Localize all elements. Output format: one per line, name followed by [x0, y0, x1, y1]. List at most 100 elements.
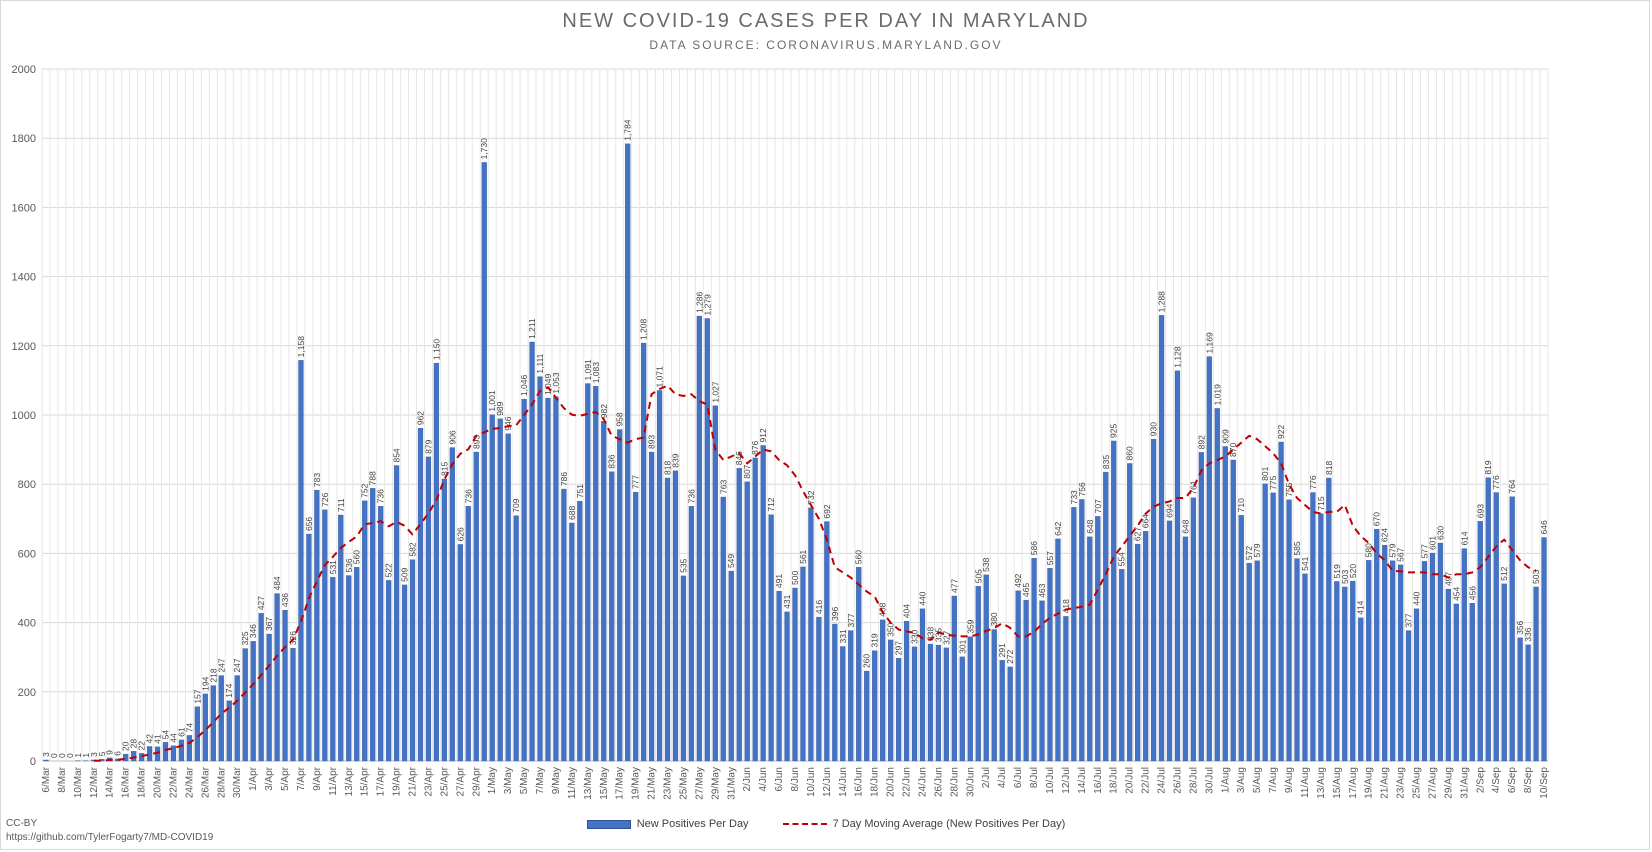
bar-data-label: 554	[1117, 552, 1127, 566]
bar	[975, 586, 981, 762]
bar-data-label: 408	[878, 602, 888, 616]
x-axis-tick-labels: 6/Mar 8/Mar 10/Mar 12/Mar 14/Mar 16/Mar 18/Mar…	[41, 766, 1550, 799]
bar-data-label: 712	[766, 497, 776, 511]
bar	[1007, 666, 1013, 762]
x-tick-label: 6/Jun	[774, 767, 785, 791]
bar-data-label: 3	[41, 752, 51, 757]
bar-data-label: 247	[232, 658, 242, 672]
bar-data-label: 1,083	[591, 362, 601, 384]
x-tick-label: 28/Mar	[216, 766, 227, 798]
x-tick-label: 5/May	[519, 767, 530, 794]
bar	[1230, 459, 1236, 762]
y-tick-label: 2000	[12, 64, 36, 76]
bar-data-label: 1,027	[710, 381, 720, 403]
bar-data-label: 879	[423, 439, 433, 453]
y-tick-label: 1600	[12, 202, 36, 214]
bar	[1222, 446, 1228, 762]
bar-data-label: 1,279	[702, 294, 712, 316]
bar-data-label: 465	[1021, 583, 1031, 597]
bar	[1421, 561, 1428, 762]
bar-data-label: 218	[208, 668, 218, 682]
legend: New Positives Per Day 7 Day Moving Avera…	[0, 818, 1652, 830]
bar-data-label: 535	[678, 558, 688, 572]
bar-data-label: 763	[718, 480, 728, 494]
bar-data-label: 709	[511, 498, 521, 512]
x-tick-label: 10/Jul	[1045, 767, 1056, 794]
bar-data-label: 560	[854, 550, 864, 564]
bar-data-label: 431	[782, 594, 792, 608]
bar-data-label: 893	[647, 435, 657, 449]
bar	[1190, 497, 1197, 762]
bar	[481, 162, 487, 762]
x-tick-label: 13/Apr	[344, 766, 355, 796]
x-tick-label: 16/Jun	[854, 767, 865, 797]
x-tick-label: 23/Apr	[423, 766, 434, 796]
bar	[880, 619, 886, 762]
bar	[927, 643, 934, 762]
bar	[999, 660, 1005, 762]
bar-data-label: 367	[264, 617, 274, 631]
x-tick-label: 20/Jun	[886, 767, 897, 797]
bar	[1493, 492, 1499, 762]
bar	[808, 507, 814, 762]
y-tick-label: 1200	[12, 341, 36, 353]
bar-data-label: 463	[1037, 583, 1047, 597]
bar-data-label: 906	[447, 430, 457, 444]
bar-data-label: 751	[575, 484, 585, 498]
bar	[1302, 573, 1308, 762]
bar	[146, 746, 153, 762]
x-tick-label: 14/Mar	[105, 766, 116, 798]
bar	[792, 587, 798, 762]
bar-data-label: 715	[1316, 496, 1326, 510]
x-tick-label: 30/Jul	[1204, 767, 1215, 794]
bar	[720, 496, 726, 762]
bar	[935, 644, 942, 762]
x-tick-label: 3/May	[503, 767, 514, 794]
bar	[306, 533, 312, 762]
bar-data-label: 492	[1013, 573, 1023, 587]
bar-data-label: 359	[965, 619, 975, 633]
bar-data-label: 912	[758, 428, 768, 442]
bar-data-label: 41	[153, 734, 163, 744]
bar-data-label: 818	[663, 461, 673, 475]
x-tick-label: 7/May	[535, 767, 546, 794]
x-tick-label: 14/Jun	[838, 767, 849, 797]
bar-data-label: 736	[463, 489, 473, 503]
y-tick-label: 400	[18, 618, 36, 630]
x-tick-label: 10/Sep	[1539, 767, 1550, 799]
bar	[760, 445, 766, 762]
bar-data-label: 503	[1340, 570, 1350, 584]
bar	[585, 383, 591, 762]
bar	[991, 629, 997, 762]
bar-data-label: 733	[1069, 490, 1079, 504]
bar-data-label: 893	[471, 435, 481, 449]
bar	[43, 759, 49, 762]
bar-data-label: 777	[631, 475, 641, 489]
bar-data-label: 331	[838, 629, 848, 643]
bar	[776, 590, 782, 762]
legend-line-swatch	[782, 823, 827, 825]
bar-data-label: 982	[599, 404, 609, 418]
bar	[282, 609, 288, 762]
bar-data-label: 764	[1507, 479, 1517, 493]
bar	[138, 753, 145, 762]
y-tick-label: 1000	[12, 410, 36, 422]
bar	[457, 544, 463, 762]
x-tick-label: 2/Sep	[1475, 767, 1486, 794]
x-tick-label: 22/Jun	[902, 767, 913, 797]
bar	[1437, 542, 1444, 762]
bar	[1334, 581, 1340, 762]
bar-data-label: 630	[1435, 526, 1445, 540]
bar-data-label: 427	[256, 596, 266, 610]
bar-data-label: 688	[567, 505, 577, 519]
bar-data-label: 1,091	[583, 359, 593, 381]
bar	[840, 646, 846, 762]
bar-data-label: 1,111	[535, 353, 545, 373]
bar	[290, 648, 296, 762]
bar	[656, 390, 663, 762]
bar-data-label: 664	[1141, 514, 1151, 528]
bar	[1031, 558, 1037, 762]
bar-data-label: 710	[1236, 498, 1246, 512]
bar-data-label: 42	[145, 734, 155, 744]
